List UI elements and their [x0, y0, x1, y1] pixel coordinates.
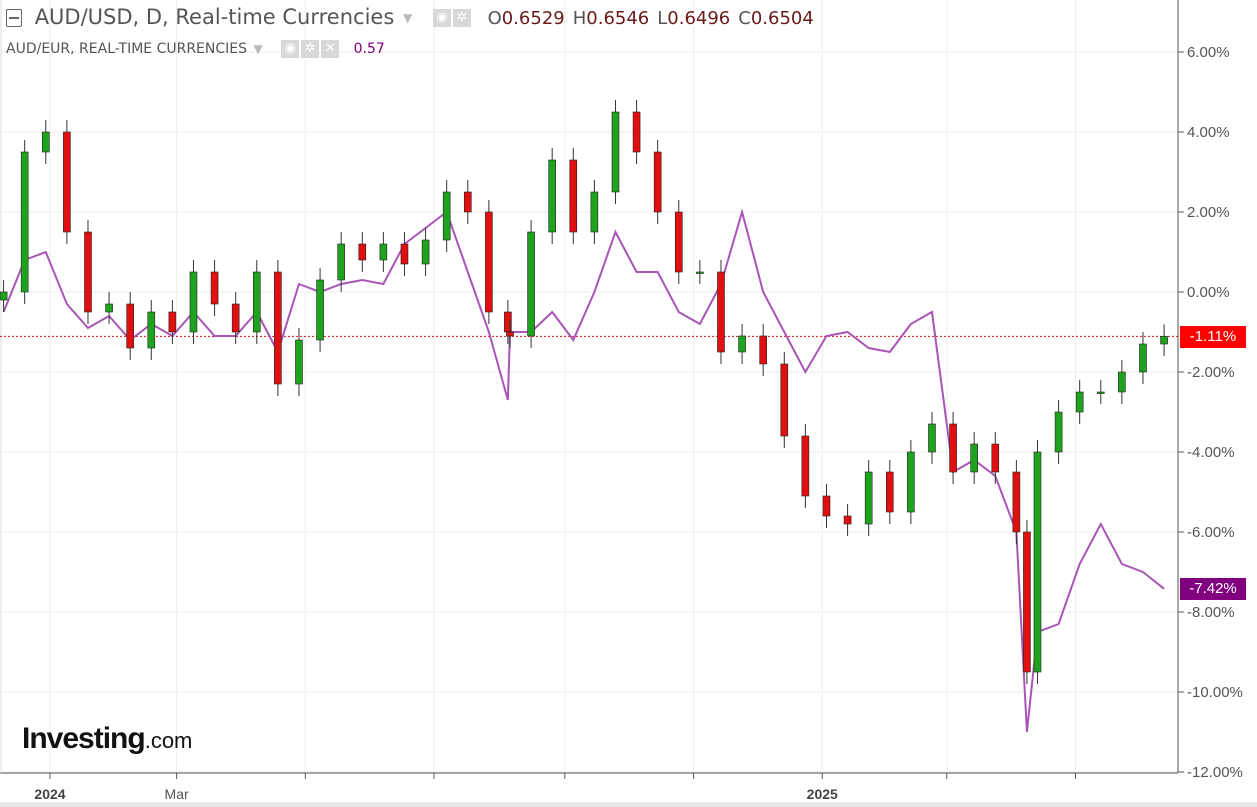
candle [949, 423, 957, 473]
ohlc-values: O0.6529 H0.6546 L0.6496 C0.6504 [480, 8, 814, 29]
candle [907, 451, 915, 513]
candle [1033, 451, 1042, 673]
candle [780, 363, 789, 437]
candle [126, 303, 134, 349]
ohlc-value: 0.6504 [750, 8, 814, 29]
ohlc-label: O [487, 8, 502, 29]
candle [463, 191, 472, 213]
candle [400, 243, 409, 265]
candle [527, 231, 535, 337]
main-price-badge: -1.11% [1180, 326, 1246, 348]
candle [759, 335, 767, 365]
candle [84, 231, 92, 313]
collapse-icon[interactable] [6, 9, 22, 27]
candle [822, 495, 831, 517]
candle [358, 243, 367, 261]
candle [379, 243, 388, 261]
candle [1075, 391, 1084, 413]
ohlc-value: 0.6546 [586, 8, 650, 29]
gear-icon[interactable]: ✲ [301, 40, 320, 58]
candle [168, 311, 177, 333]
candle [674, 211, 683, 273]
candle [442, 191, 451, 241]
compare-price-badge: -7.42% [1180, 578, 1246, 600]
compare-legend: AUD/EUR, REAL-TIME CURRENCIES ▼ ◉ ✲ ✕ 0.57 [6, 40, 385, 58]
candle [864, 471, 873, 525]
candle [611, 111, 620, 193]
ohlc-value: 0.6529 [501, 8, 565, 29]
candle [147, 311, 156, 349]
candle [885, 471, 894, 513]
y-tick-label: 0.00% [1187, 284, 1230, 301]
candle [316, 279, 324, 341]
candle [337, 243, 345, 281]
candle [506, 331, 514, 337]
y-tick-label: -10.00% [1187, 684, 1243, 701]
ohlc-label: L [657, 8, 668, 29]
investing-logo[interactable]: Investing.com [22, 722, 193, 755]
candle [548, 159, 556, 233]
ohlc-value: 0.6496 [667, 8, 731, 29]
candle [843, 515, 852, 525]
candle [928, 423, 936, 453]
eye-icon[interactable]: ◉ [432, 9, 451, 27]
ohlc-label: C [738, 8, 751, 29]
compare-title[interactable]: AUD/EUR, REAL-TIME CURRENCIES [6, 41, 248, 57]
candle [210, 271, 219, 305]
y-tick-label: 6.00% [1187, 44, 1230, 61]
candle [1096, 391, 1105, 394]
candle [20, 151, 29, 293]
candle [738, 335, 746, 353]
y-tick-label: -4.00% [1187, 444, 1235, 461]
candle [252, 271, 261, 333]
candle [1023, 531, 1031, 673]
candle [653, 151, 662, 213]
symbol-title[interactable]: AUD/USD, D, Real-time Currencies [34, 5, 395, 29]
y-tick-label: 2.00% [1187, 204, 1230, 221]
candle [1160, 336, 1168, 345]
candle [696, 271, 704, 274]
candle [421, 239, 430, 265]
gear-icon[interactable]: ✲ [452, 9, 471, 27]
candle [632, 111, 641, 153]
candle [189, 271, 198, 333]
close-icon[interactable]: ✕ [321, 40, 340, 58]
y-tick-label: -12.00% [1187, 764, 1243, 781]
candle [274, 271, 282, 385]
x-tick-label: Mar [165, 786, 189, 802]
candle [717, 271, 725, 353]
candle [295, 339, 303, 385]
aud-eur-line [2, 208, 1165, 733]
candle [970, 443, 978, 473]
ohlc-label: H [572, 8, 587, 29]
candle [801, 435, 810, 497]
candle [1139, 343, 1147, 373]
y-tick-label: -2.00% [1187, 364, 1235, 381]
y-tick-label: -8.00% [1187, 604, 1235, 621]
candle [105, 303, 113, 313]
candle [485, 211, 493, 313]
candle [231, 303, 240, 333]
x-tick-label: 2024 [34, 786, 65, 802]
candle [0, 291, 8, 301]
x-tick-label: 2025 [807, 786, 838, 802]
candle [63, 131, 71, 233]
candle [41, 131, 50, 153]
main-legend: AUD/USD, D, Real-time Currencies ▼ ◉ ✲ O0… [6, 5, 814, 29]
y-tick-label: 4.00% [1187, 124, 1230, 141]
eye-icon[interactable]: ◉ [281, 40, 300, 58]
candle [991, 443, 1000, 473]
candle [1118, 371, 1126, 393]
candle [590, 191, 599, 233]
y-tick-label: -6.00% [1187, 524, 1235, 541]
compare-value: 0.57 [353, 41, 385, 57]
caret-down-icon[interactable]: ▼ [253, 42, 263, 56]
candle [1012, 471, 1021, 533]
candle [569, 159, 578, 233]
caret-down-icon[interactable]: ▼ [402, 11, 413, 25]
bottom-strip [0, 802, 1257, 807]
candle [1054, 411, 1063, 453]
